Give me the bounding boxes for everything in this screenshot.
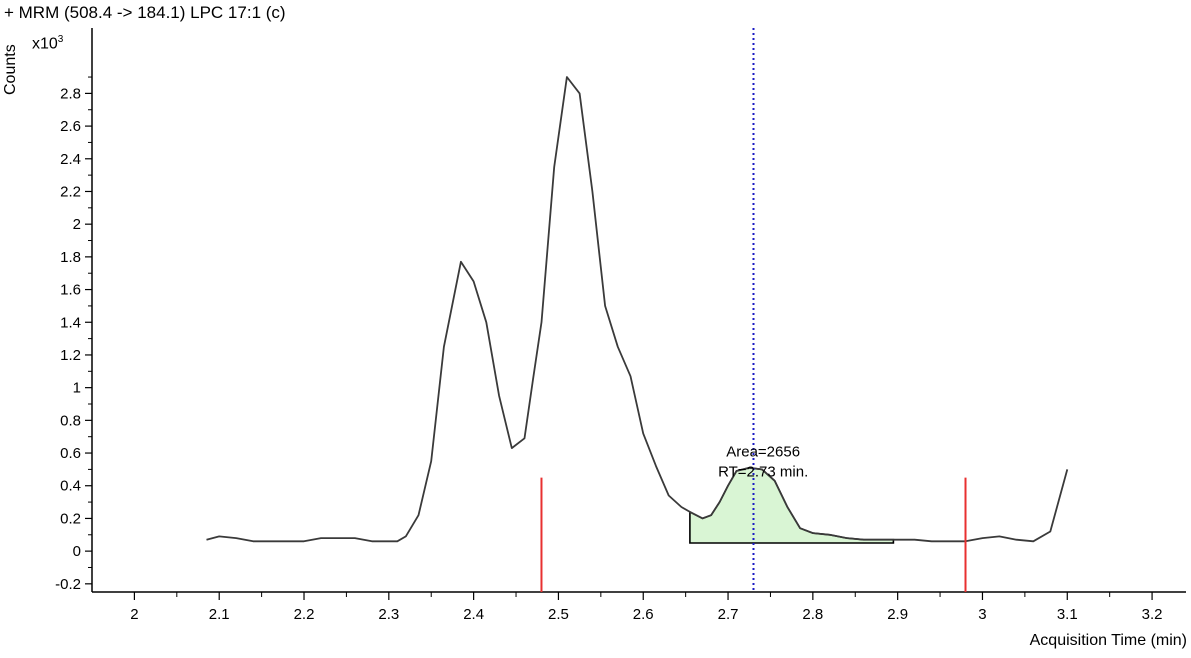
y-tick-label: 1.8 bbox=[60, 249, 81, 266]
y-tick-label: 1.2 bbox=[60, 347, 81, 364]
x-axis-label: Acquisition Time (min) bbox=[1029, 632, 1187, 649]
x-tick-label: 3.2 bbox=[1142, 606, 1163, 623]
x-tick-label: 2.5 bbox=[548, 606, 569, 623]
y-tick-label: 2.8 bbox=[60, 85, 81, 102]
x-tick-label: 2.1 bbox=[209, 606, 230, 623]
x-tick-label: 2.3 bbox=[378, 606, 399, 623]
annotation-group: Area=2656 RT=2.73 min. bbox=[718, 443, 808, 480]
peak-rt-label: RT=2.73 min. bbox=[718, 463, 808, 480]
x-tick-label: 2.2 bbox=[294, 606, 315, 623]
x-tick-label: 2.8 bbox=[802, 606, 823, 623]
x-tick-label: 2.9 bbox=[887, 606, 908, 623]
y-tick-label: 1.6 bbox=[60, 282, 81, 299]
y-tick-label: 2.2 bbox=[60, 183, 81, 200]
y-tick-label: 0.6 bbox=[60, 445, 81, 462]
x-tick-label: 2.7 bbox=[718, 606, 739, 623]
markers-group bbox=[540, 28, 967, 592]
y-tick-label: 1.4 bbox=[60, 314, 81, 331]
y-tick-label: -0.2 bbox=[55, 576, 81, 593]
y-scale-base: x10 bbox=[32, 35, 58, 53]
axes-group: -0.2 0 0.2 0.4 0.6 0.8 1 1.2 1.4 1.6 1.8 2 2.2 2.4 2.6… bbox=[55, 28, 1186, 623]
y-tick-label: 2 bbox=[73, 216, 81, 233]
x-tick-label: 2.6 bbox=[633, 606, 654, 623]
y-tick-label: 2.4 bbox=[60, 151, 81, 168]
x-tick-label: 2 bbox=[130, 606, 138, 623]
x-tick-label: 2.4 bbox=[463, 606, 484, 623]
x-tick-label: 3 bbox=[978, 606, 986, 623]
y-tick-label: 0 bbox=[73, 543, 81, 560]
series-group bbox=[206, 76, 1069, 543]
chart-title: + MRM (508.4 -> 184.1) LPC 17:1 (c) bbox=[4, 3, 286, 22]
y-tick-label: 0.4 bbox=[60, 478, 81, 495]
chromatogram-series-line bbox=[206, 76, 1069, 543]
y-scale-exponent: 3 bbox=[57, 34, 64, 45]
x-tick-label: 3.1 bbox=[1057, 606, 1078, 623]
y-tick-label: 2.6 bbox=[60, 118, 81, 135]
y-tick-label: 0.8 bbox=[60, 412, 81, 429]
peak-area-label: Area=2656 bbox=[726, 443, 800, 460]
y-scale-label: x103 bbox=[32, 34, 63, 53]
y-tick-label: 0.2 bbox=[60, 510, 81, 527]
y-tick-label: 1 bbox=[73, 380, 81, 397]
